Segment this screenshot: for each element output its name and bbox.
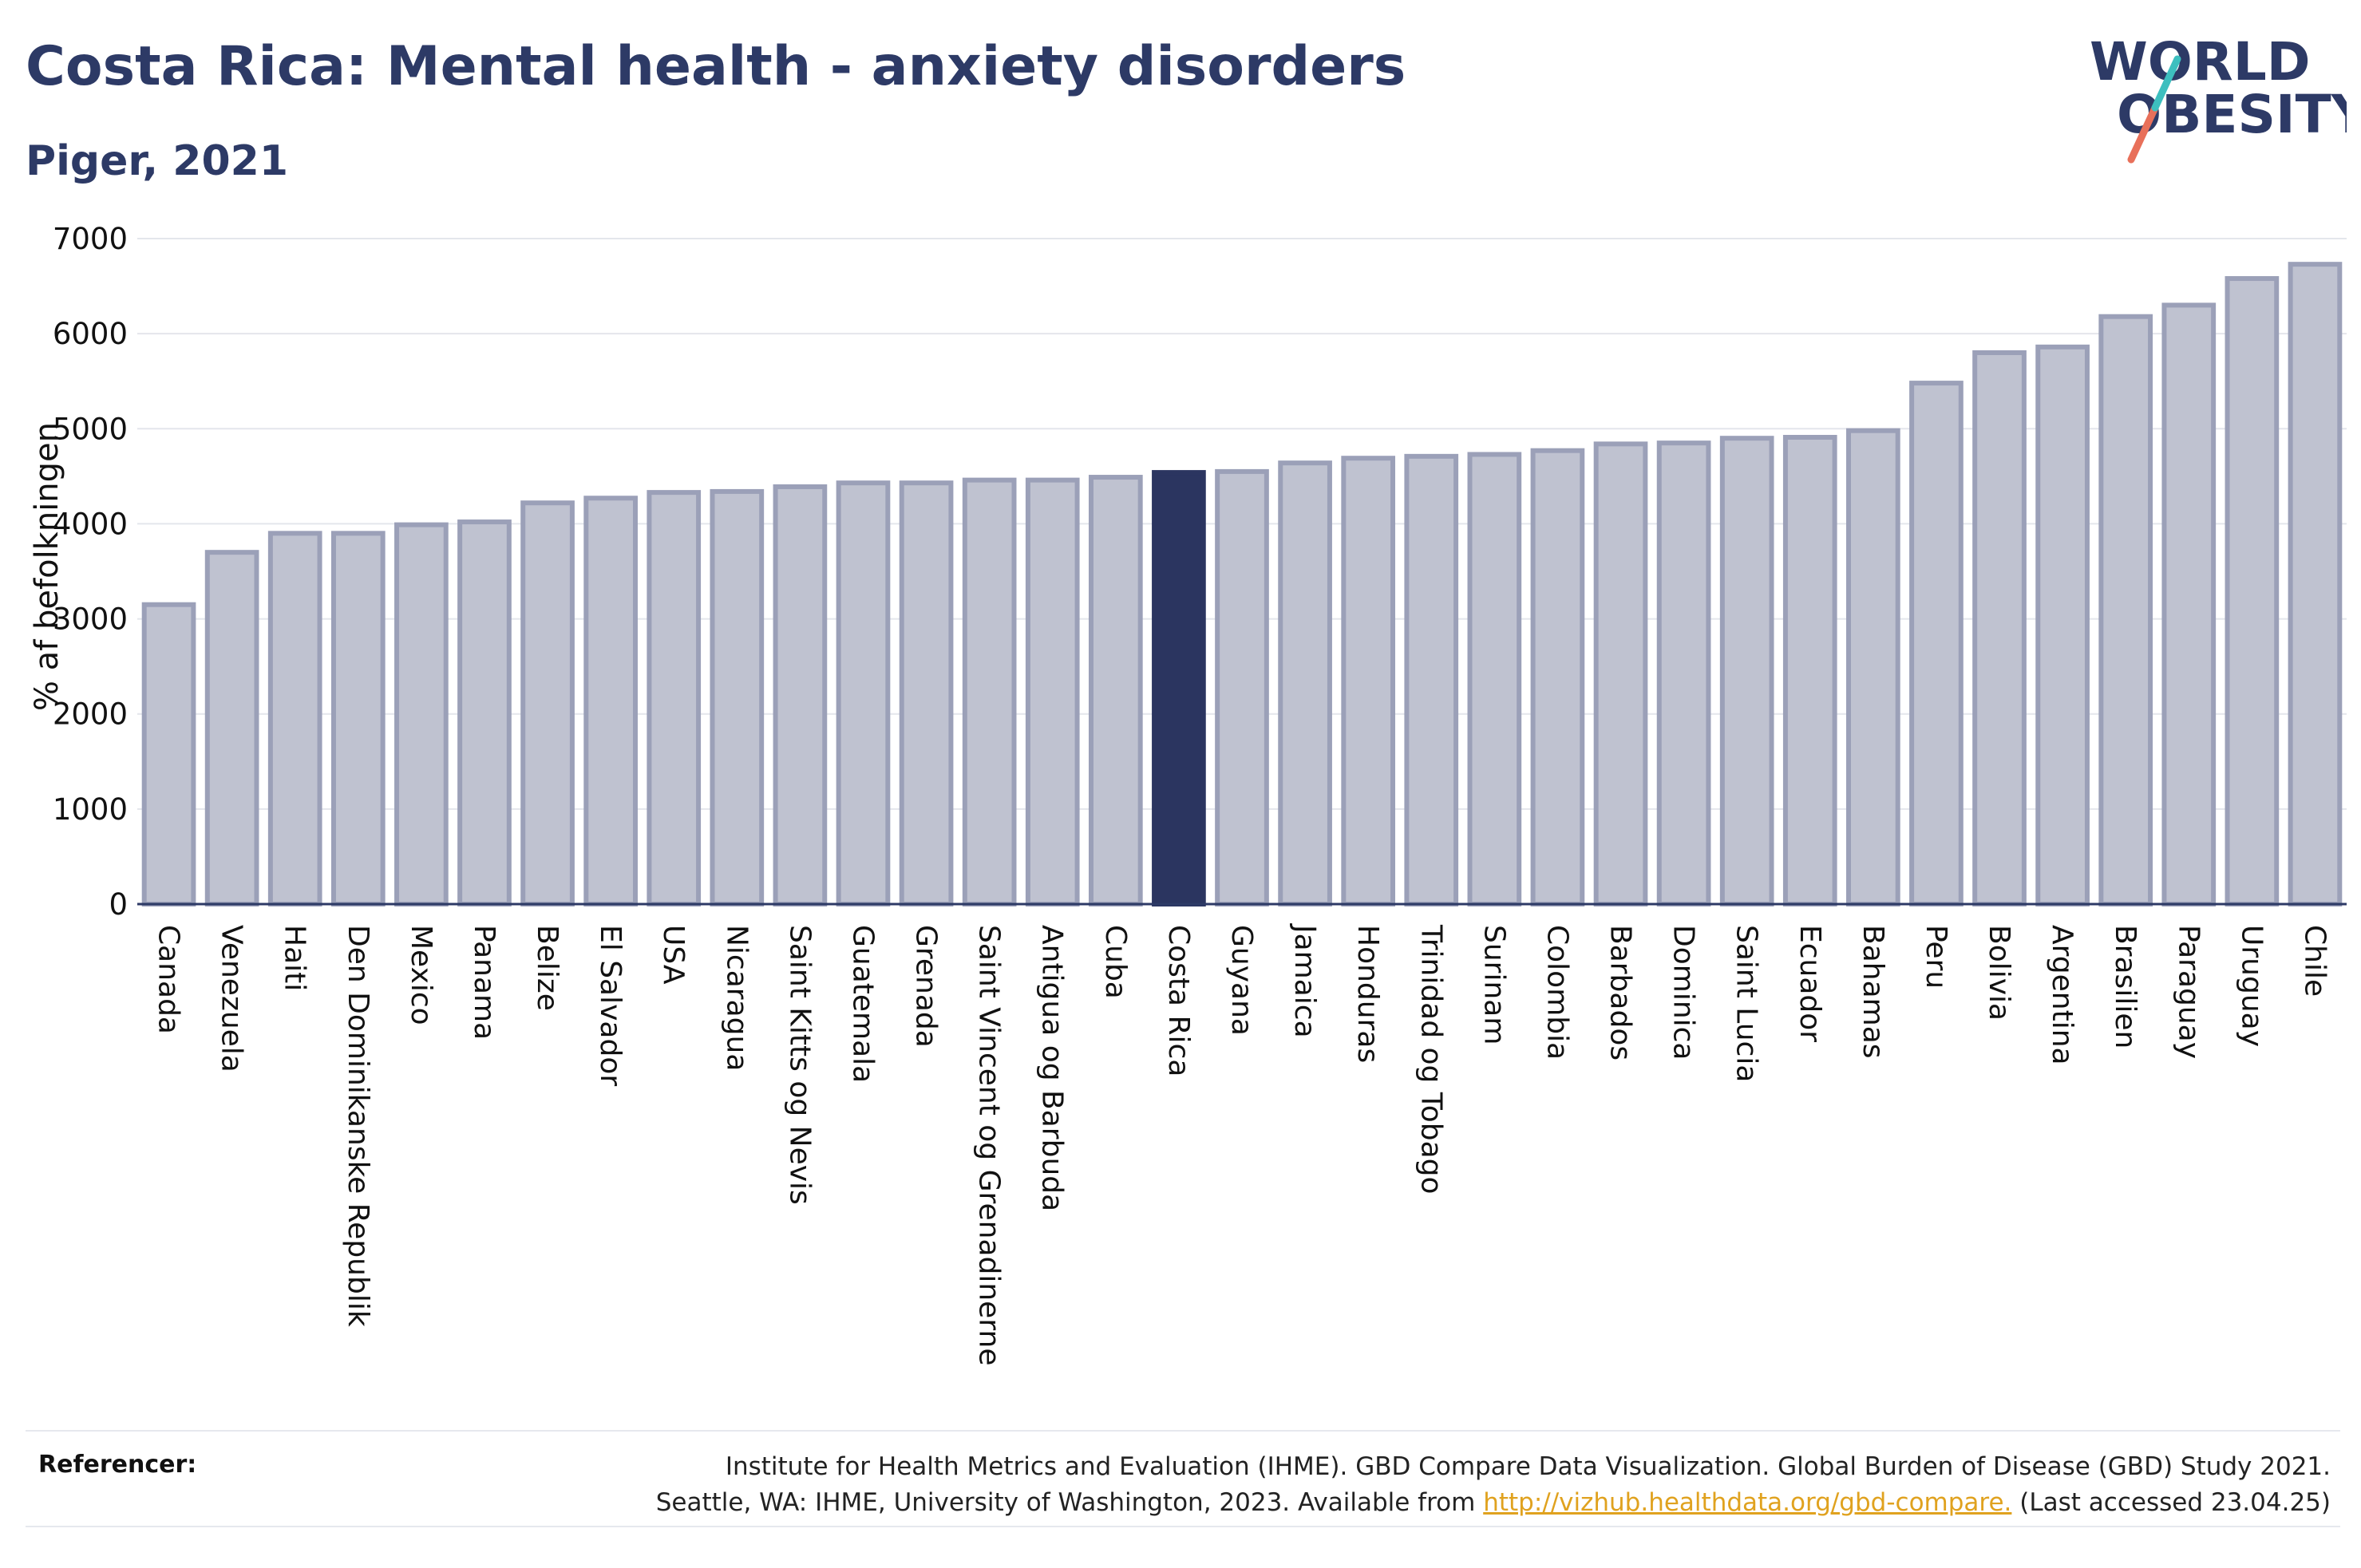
x-tick-label: Saint Vincent og Grenadinerne — [973, 925, 1006, 1365]
bar — [1846, 428, 1900, 906]
x-tick-label: El Salvador — [594, 925, 627, 1086]
reference-line-1: Institute for Health Metrics and Evaluat… — [725, 1452, 2331, 1481]
y-tick-label: 2000 — [53, 697, 128, 732]
reference-line-2: Seattle, WA: IHME, University of Washing… — [415, 1485, 2331, 1521]
x-tick-label: Bahamas — [1857, 925, 1889, 1059]
bar — [1656, 440, 1711, 906]
bar — [773, 484, 828, 906]
x-tick-label: Saint Lucia — [1730, 925, 1763, 1082]
x-tick-label: Uruguay — [2235, 925, 2268, 1047]
bar — [1719, 436, 1774, 906]
bar — [710, 488, 765, 906]
chart-title: Costa Rica: Mental health - anxiety diso… — [26, 35, 1406, 98]
x-tick-label: Peru — [1920, 925, 1952, 989]
x-tick-label: Mexico — [405, 925, 437, 1025]
bar — [1782, 435, 1837, 906]
logo-slash-coral — [2127, 104, 2159, 164]
bar — [836, 480, 891, 906]
x-tick-label: Trinidad og Tobago — [1414, 924, 1447, 1195]
bar — [520, 500, 575, 907]
footer-divider-top — [26, 1430, 2340, 1432]
y-axis-label: % af befolkningen — [29, 422, 65, 711]
x-tick-label: Guyana — [1225, 925, 1258, 1036]
bar — [1025, 477, 1080, 906]
x-tick-label: Surinam — [1477, 925, 1510, 1045]
world-obesity-logo: WORLD OBESITY — [2090, 31, 2347, 164]
bar — [2288, 262, 2343, 906]
reference-line-2-prefix: Seattle, WA: IHME, University of Washing… — [655, 1488, 1484, 1517]
x-tick-label: USA — [657, 925, 690, 985]
footer-divider-bottom — [26, 1526, 2340, 1527]
y-tick-label: 3000 — [53, 602, 128, 637]
bar — [1593, 441, 1648, 906]
bar — [962, 477, 1017, 906]
bar-chart: 0 1000 2000 3000 4000 5000 6000 7000 Canada Vene… — [29, 222, 2347, 1365]
x-tick-label: Guatemala — [846, 925, 879, 1083]
bar — [647, 490, 702, 906]
bar-highlight — [1152, 470, 1206, 906]
bar — [2225, 276, 2280, 907]
bar — [899, 480, 954, 906]
x-axis-labels: Canada Venezuela Haiti Den Dominikanske Rep… — [152, 923, 2331, 1365]
x-tick-label: Venezuela — [216, 925, 248, 1072]
y-tick-label: 5000 — [53, 412, 128, 446]
gbd-compare-link[interactable]: http://vizhub.healthdata.org/gbd-compare… — [1483, 1488, 2012, 1517]
y-tick-label: 4000 — [53, 507, 128, 541]
bar — [267, 531, 322, 906]
x-tick-label: Canada — [152, 925, 185, 1034]
x-tick-label: Ecuador — [1793, 925, 1826, 1042]
bar — [2035, 344, 2090, 906]
bar — [1909, 381, 1964, 906]
chart-subtitle: Piger, 2021 — [26, 137, 289, 185]
x-tick-label: Dominica — [1667, 925, 1700, 1060]
x-tick-label: Nicaragua — [720, 925, 753, 1071]
bar — [330, 531, 386, 906]
x-tick-label: Jamaica — [1288, 923, 1321, 1038]
bar — [583, 496, 638, 906]
reference-line-2-suffix: (Last accessed 23.04.25) — [2011, 1488, 2331, 1517]
bar — [1341, 456, 1396, 906]
bar — [141, 602, 196, 906]
y-tick-label: 6000 — [53, 317, 128, 351]
x-tick-label: Den Dominikanske Republik — [342, 925, 374, 1327]
bar — [2098, 314, 2153, 906]
bar — [457, 519, 512, 906]
bars — [141, 262, 2343, 907]
y-tick-label: 7000 — [53, 222, 128, 256]
x-tick-label: Cuba — [1099, 925, 1132, 999]
bar — [1467, 452, 1522, 906]
bar — [1215, 468, 1269, 906]
x-tick-label: Belize — [531, 925, 564, 1011]
x-tick-label: Paraguay — [2172, 925, 2205, 1059]
x-tick-label: Chile — [2298, 925, 2331, 997]
bar — [2161, 302, 2217, 906]
x-tick-label: Honduras — [1351, 925, 1384, 1063]
references-label: Referencer: — [38, 1451, 197, 1479]
bar — [204, 550, 259, 907]
bar — [1088, 475, 1143, 906]
y-tick-label: 0 — [109, 887, 128, 922]
x-tick-label: Costa Rica — [1162, 925, 1195, 1076]
references-text: Institute for Health Metrics and Evaluat… — [415, 1449, 2331, 1521]
x-tick-label: Bolivia — [1983, 925, 2015, 1021]
logo-slash-teal — [2151, 55, 2181, 112]
bar — [1404, 453, 1459, 906]
x-tick-label: Barbados — [1604, 925, 1637, 1060]
x-tick-label: Panama — [468, 925, 500, 1040]
y-axis-ticks: 0 1000 2000 3000 4000 5000 6000 7000 — [53, 222, 128, 922]
bar — [1530, 448, 1585, 906]
y-tick-label: 1000 — [53, 792, 128, 827]
logo-line1: WORLD — [2090, 31, 2311, 93]
bar — [1972, 350, 2027, 906]
x-tick-label: Brasilien — [2109, 925, 2142, 1049]
x-tick-label: Antigua og Barbuda — [1036, 925, 1069, 1211]
x-tick-label: Colombia — [1540, 925, 1573, 1060]
x-tick-label: Haiti — [279, 925, 311, 991]
x-tick-label: Saint Kitts og Nevis — [783, 925, 816, 1205]
bar — [394, 522, 449, 906]
x-tick-label: Argentina — [2046, 925, 2078, 1065]
bar — [1278, 460, 1332, 906]
x-tick-label: Grenada — [910, 925, 943, 1048]
